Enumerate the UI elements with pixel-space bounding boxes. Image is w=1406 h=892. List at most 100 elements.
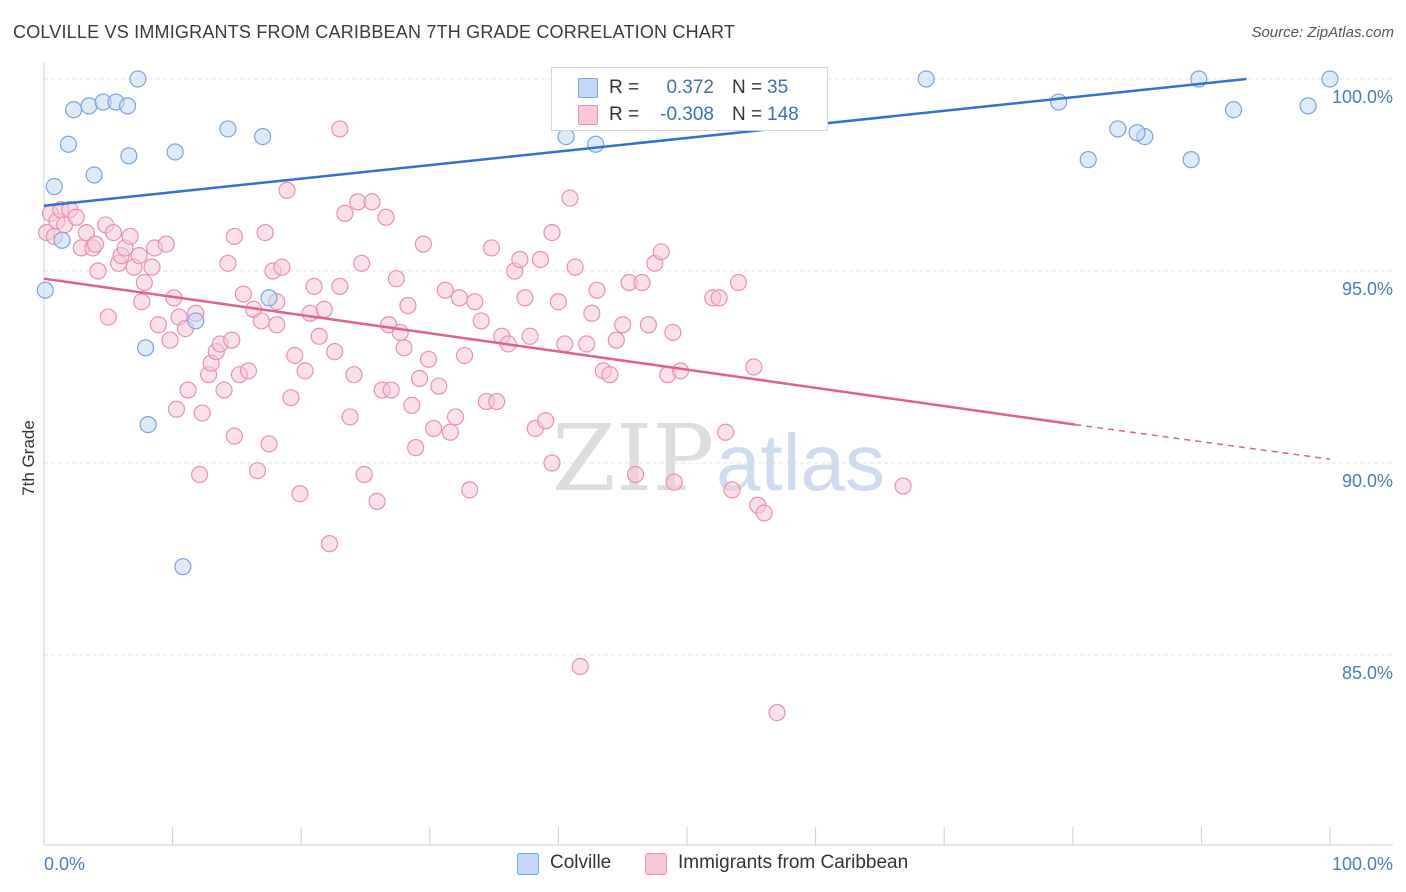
caribbean-point <box>225 227 243 246</box>
caribbean-point <box>665 473 683 491</box>
legend-row-colville: R = 0.372 N = 35 <box>552 74 827 102</box>
y-tick-label: 95.0% <box>1342 279 1393 299</box>
colville-point <box>917 70 935 88</box>
legend-row-caribbean: R = -0.308 N = 148 <box>552 101 827 129</box>
x-tick-label: 100.0% <box>1332 854 1393 874</box>
bottom-legend-label-caribbean: Immigrants from Caribbean <box>678 852 909 873</box>
caribbean-point <box>341 408 359 426</box>
colville-point <box>254 128 272 146</box>
colville-point <box>36 281 54 299</box>
caribbean-point <box>296 362 314 380</box>
caribbean-point <box>531 250 549 269</box>
caribbean-point <box>607 331 625 349</box>
caribbean-point <box>167 400 186 418</box>
legend-swatch-caribbean <box>578 105 598 125</box>
caribbean-point <box>571 657 589 676</box>
colville-point <box>120 147 138 165</box>
caribbean-point <box>179 381 197 399</box>
bottom-legend-swatch-caribbean <box>645 853 667 875</box>
caribbean-point <box>410 369 429 388</box>
caribbean-point <box>291 485 309 503</box>
caribbean-point <box>543 454 561 472</box>
caribbean-point <box>355 465 373 484</box>
caribbean-point <box>161 331 179 349</box>
caribbean-point <box>234 285 252 303</box>
caribbean-point <box>305 277 323 295</box>
caribbean-point <box>461 481 479 499</box>
legend-r-label: R = <box>609 104 640 125</box>
colville-point <box>80 97 98 115</box>
legend-r-value: -0.308 <box>660 104 714 125</box>
caribbean-point <box>143 258 161 276</box>
caribbean-point <box>252 312 270 330</box>
caribbean-point <box>894 477 912 495</box>
colville-point <box>118 97 137 115</box>
y-axis-label: 7th Grade <box>19 420 38 496</box>
caribbean-point <box>191 465 209 484</box>
legend-n-label: N = <box>732 104 763 125</box>
caribbean-point <box>671 362 690 380</box>
caribbean-point <box>256 224 274 242</box>
y-tick-label: 90.0% <box>1342 471 1393 491</box>
colville-point <box>260 289 278 307</box>
legend: R = 0.372 N = 35 R = -0.308 N = 148 <box>551 67 828 131</box>
caribbean-point <box>425 419 443 438</box>
watermark: ZIP atlas <box>552 405 885 512</box>
caribbean-point <box>521 327 539 345</box>
caribbean-point <box>536 412 555 430</box>
caribbean-point <box>89 262 107 280</box>
caribbean-point <box>239 362 258 380</box>
caribbean-point <box>99 308 117 326</box>
caribbean-point <box>755 504 773 522</box>
caribbean-point <box>315 300 333 318</box>
legend-n-value: 148 <box>767 104 799 125</box>
caribbean-trend-line <box>43 277 1076 426</box>
colville-point <box>1128 124 1146 142</box>
caribbean-point <box>395 339 413 357</box>
colville-point <box>1109 120 1127 138</box>
caribbean-point <box>387 270 405 288</box>
caribbean-point <box>225 427 243 445</box>
colville-trend-line <box>43 77 1247 207</box>
caribbean-point <box>326 343 344 361</box>
caribbean-point <box>633 273 651 292</box>
caribbean-point <box>149 316 168 334</box>
legend-n-value: 35 <box>767 77 789 98</box>
caribbean-point <box>282 389 300 407</box>
caribbean-point <box>260 435 278 453</box>
caribbean-point <box>286 346 304 365</box>
caribbean-point <box>414 235 432 253</box>
caribbean-point <box>320 535 339 553</box>
caribbean-trend-extension <box>1075 423 1331 460</box>
caribbean-point <box>614 316 632 334</box>
colville-point <box>1050 93 1068 111</box>
colville-point <box>1079 151 1097 169</box>
caribbean-point <box>193 404 211 422</box>
caribbean-point <box>336 204 354 222</box>
colville-point <box>166 143 184 161</box>
y-tick-label: 100.0% <box>1332 87 1393 107</box>
colville-point <box>64 101 83 119</box>
colville-point <box>1299 97 1317 115</box>
watermark-atlas: atlas <box>716 418 885 507</box>
caribbean-point <box>331 120 349 138</box>
caribbean-point <box>121 227 139 246</box>
y-tick-label: 85.0% <box>1342 663 1393 683</box>
legend-swatch-colville <box>578 78 598 98</box>
caribbean-point <box>215 381 233 399</box>
legend-r-value: 0.372 <box>666 77 714 98</box>
colville-point <box>557 128 575 146</box>
caribbean-point <box>588 281 606 299</box>
caribbean-point <box>391 323 409 342</box>
colville-point <box>1182 151 1200 169</box>
axes <box>43 62 1393 846</box>
caribbean-point <box>310 327 328 345</box>
series-caribbean <box>37 120 912 722</box>
caribbean-point <box>403 396 421 414</box>
caribbean-point <box>566 258 584 276</box>
legend-n-label: N = <box>732 77 763 98</box>
x-tick-label: 0.0% <box>44 854 85 874</box>
caribbean-point <box>516 289 534 307</box>
colville-point <box>136 339 155 357</box>
caribbean-point <box>368 492 386 510</box>
